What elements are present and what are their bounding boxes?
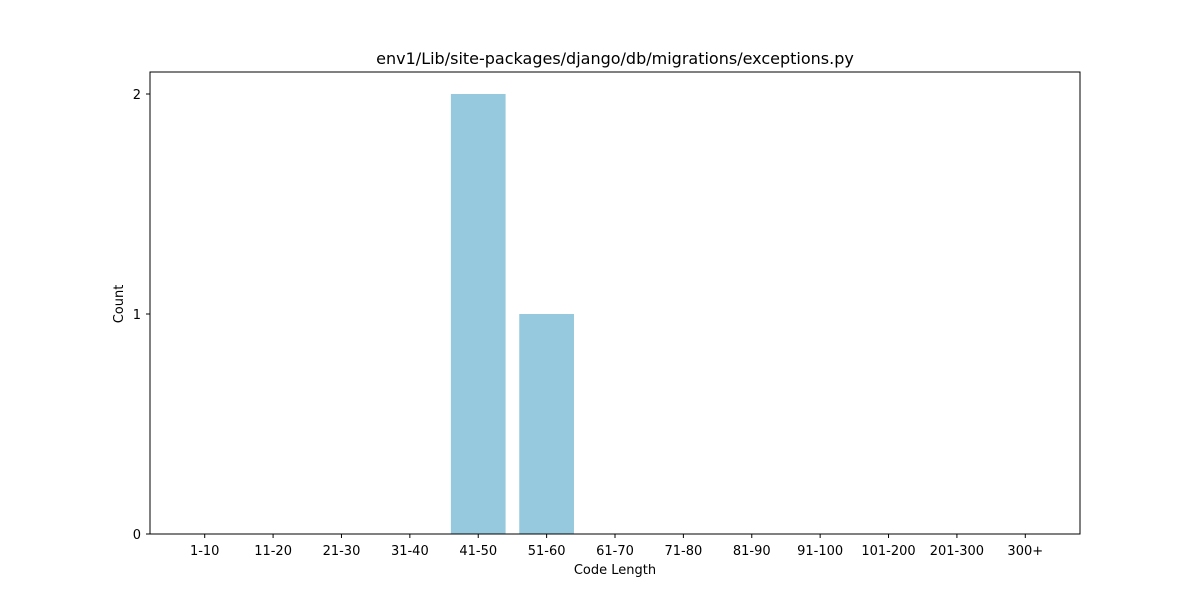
x-tick-label: 201-300 <box>930 544 984 559</box>
x-tick-label: 91-100 <box>797 544 843 559</box>
x-tick-label: 31-40 <box>391 544 429 559</box>
x-tick-label: 300+ <box>1007 544 1043 559</box>
x-axis-label: Code Length <box>574 563 656 578</box>
axes-layer: 1-10 11-20 21-30 31-40 41-50 51-60 61-70 71-80 8… <box>133 71 1081 559</box>
y-tick-label: 0 <box>133 528 141 543</box>
x-tick-label: 81-90 <box>733 544 771 559</box>
x-tick-label: 21-30 <box>323 544 361 559</box>
x-tick-label: 71-80 <box>664 544 702 559</box>
y-tick-label: 2 <box>133 88 141 103</box>
x-tick-label: 1-10 <box>190 544 220 559</box>
x-tick-label: 101-200 <box>861 544 915 559</box>
bar-41-50 <box>450 94 506 534</box>
chart-title: env1/Lib/site-packages/django/db/migrati… <box>376 49 854 68</box>
plot-frame <box>149 71 1081 535</box>
y-tick-label: 1 <box>133 308 141 323</box>
y-axis-label: Count <box>112 285 127 324</box>
bars-layer <box>450 94 574 534</box>
x-tick-label: 41-50 <box>459 544 497 559</box>
x-tick-label: 61-70 <box>596 544 634 559</box>
x-tick-label: 51-60 <box>528 544 566 559</box>
bar-51-60 <box>519 314 574 534</box>
x-tick-label: 11-20 <box>254 544 292 559</box>
